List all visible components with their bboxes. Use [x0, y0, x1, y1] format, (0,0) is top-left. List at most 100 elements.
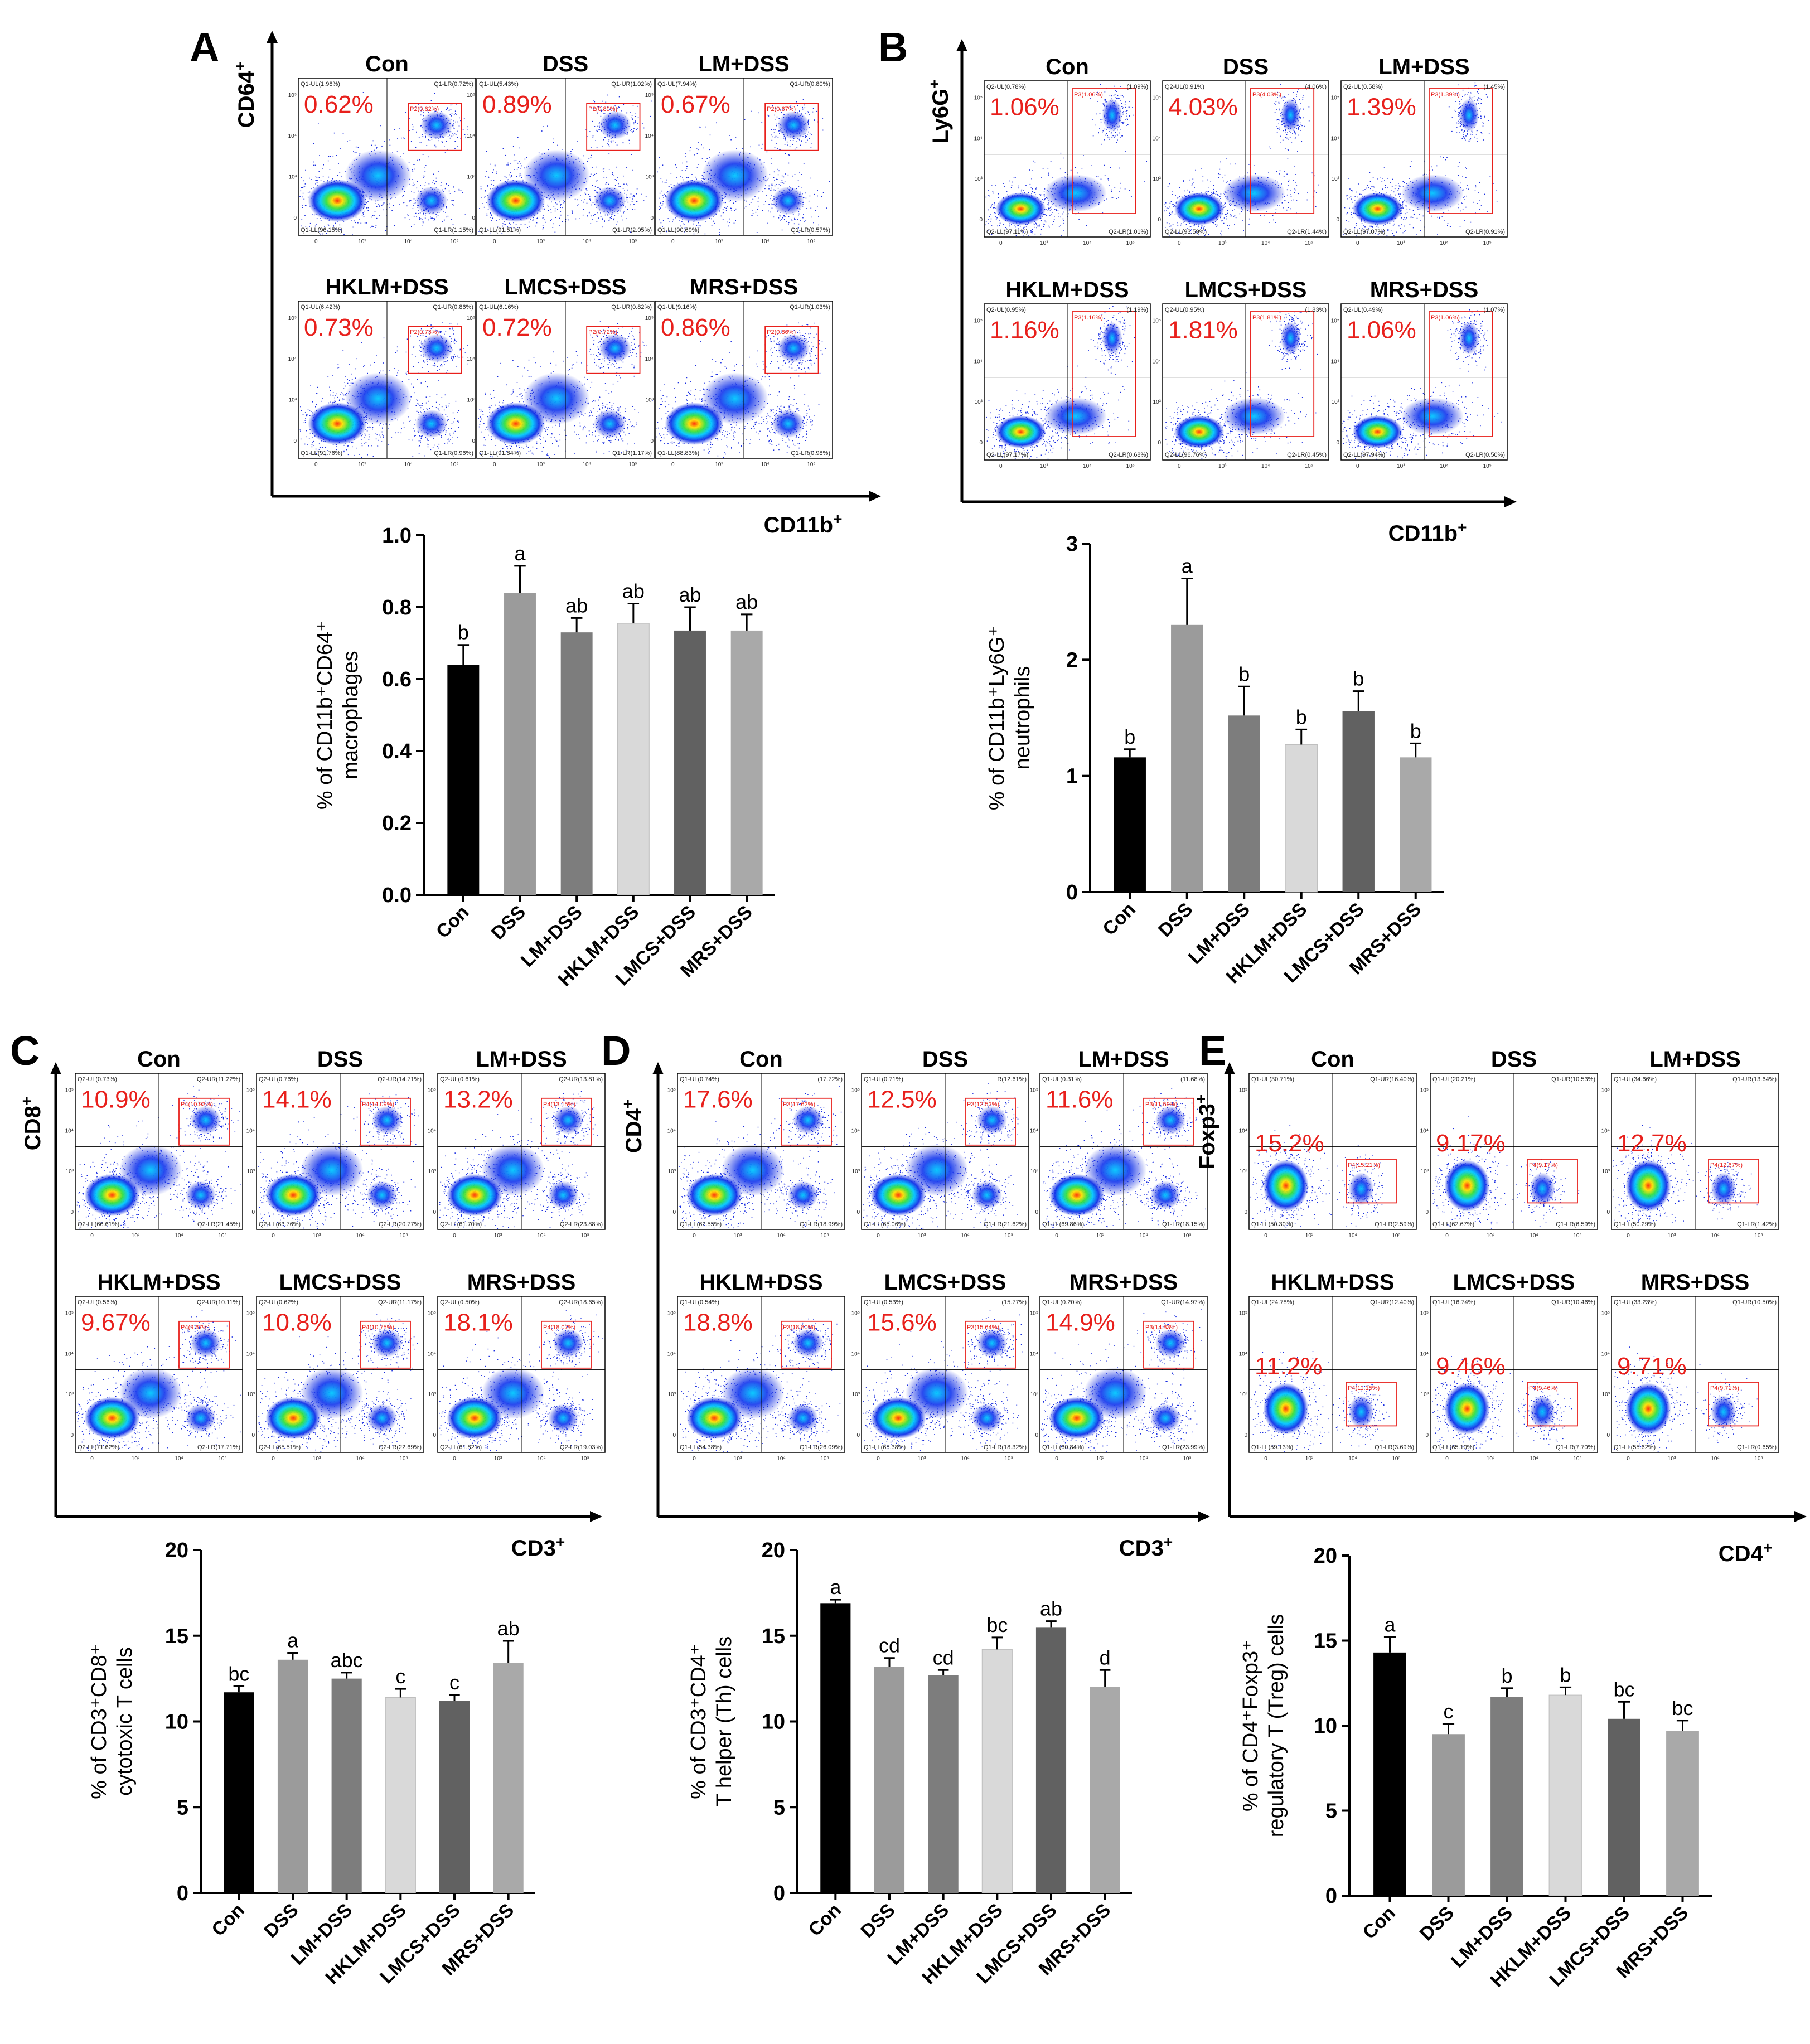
flow-event: [521, 175, 522, 176]
flow-event: [316, 180, 317, 181]
flow-event: [454, 148, 456, 149]
flow-event: [491, 184, 492, 185]
flow-event: [446, 109, 447, 110]
flow-event: [618, 186, 620, 187]
flow-event: [575, 219, 577, 220]
flow-event: [626, 167, 627, 168]
flow-event: [583, 215, 584, 216]
flow-event: [583, 209, 584, 210]
flow-event: [496, 220, 497, 221]
flow-event: [506, 177, 507, 178]
flow-event: [511, 175, 512, 176]
flow-event: [428, 139, 429, 141]
flow-event: [330, 169, 331, 170]
flow-event: [302, 197, 303, 198]
flow-event: [414, 164, 415, 165]
flow-event: [310, 223, 311, 224]
flow-event: [608, 144, 609, 146]
flow-event: [320, 218, 321, 219]
flow-event: [364, 211, 365, 212]
flow-event: [488, 209, 489, 210]
flow-event: [596, 167, 597, 168]
flow-y-arrow: [267, 31, 278, 43]
flow-event: [597, 113, 598, 114]
flow-event: [352, 234, 353, 235]
flow-event: [453, 125, 454, 127]
flow-event: [379, 205, 380, 206]
flow-event: [626, 183, 627, 185]
flow-event: [616, 180, 617, 181]
panel-a: ACD64+CD11b+P2(0.62%)Q1-UL(1.98%) Q1-LR(0…: [190, 24, 881, 537]
flow-event: [320, 234, 321, 235]
flow-event: [451, 109, 452, 110]
flow-event: [438, 141, 439, 142]
quadrant-ur-stat: Q1-UR(1.02%): [611, 81, 652, 88]
flow-event: [411, 226, 412, 227]
flow-event: [593, 202, 594, 204]
flow-event: [410, 200, 412, 201]
flow-event: [394, 225, 395, 226]
flow-event: [412, 179, 413, 180]
flow-event: [448, 216, 449, 217]
flow-event: [449, 191, 450, 192]
flow-event: [484, 197, 485, 198]
flow-event: [572, 211, 573, 212]
flow-event: [399, 204, 400, 205]
flow-plot-title: Con: [365, 52, 409, 76]
flow-event: [383, 204, 384, 205]
flow-event: [430, 140, 431, 141]
gate-label: P2(0.62%): [410, 106, 439, 113]
flow-event: [432, 182, 433, 183]
flow-event: [424, 176, 425, 177]
flow-event: [733, 202, 734, 204]
flow-event: [551, 219, 552, 220]
flow-event: [420, 219, 422, 220]
flow-event: [434, 93, 435, 94]
flow-event: [380, 125, 381, 127]
flow-event: [375, 203, 376, 204]
flow-event: [356, 152, 357, 153]
flow-event: [519, 148, 520, 149]
flow-event: [442, 141, 443, 142]
flow-event: [408, 215, 409, 216]
flow-event: [343, 133, 344, 134]
flow-event: [623, 212, 624, 214]
flow-event: [481, 188, 482, 190]
flow-event: [592, 167, 593, 168]
flow-event: [449, 110, 450, 111]
flow-event: [457, 131, 458, 132]
flow-event: [455, 122, 456, 123]
flow-event: [547, 125, 548, 127]
flow-event: [553, 224, 554, 225]
flow-event: [543, 229, 544, 230]
flow-event: [584, 193, 585, 194]
flow-event: [491, 214, 492, 215]
flow-event: [597, 212, 598, 214]
flow-event: [313, 187, 314, 188]
quadrant-lr-stat: Q1-LR(2.05%): [612, 227, 652, 234]
flow-event: [461, 190, 462, 191]
flow-event: [520, 168, 521, 169]
flow-event: [453, 205, 454, 206]
flow-event: [594, 101, 596, 103]
flow-event: [753, 213, 754, 214]
flow-event: [438, 171, 439, 172]
flow-event: [421, 142, 422, 143]
flow-event: [615, 185, 616, 186]
flow-event: [636, 129, 637, 130]
flow-event: [413, 129, 414, 130]
flow-event: [423, 214, 424, 215]
flow-event: [463, 129, 464, 130]
flow-xtick: 0: [314, 239, 318, 245]
flow-event: [606, 101, 607, 103]
flow-event: [609, 146, 610, 147]
flow-event: [490, 217, 491, 218]
flow-event: [425, 171, 426, 172]
flow-event: [301, 177, 302, 178]
flow-event: [646, 196, 647, 197]
flow-event: [605, 215, 606, 216]
flow-event: [577, 141, 578, 142]
flow-event: [413, 164, 414, 165]
flow-event: [530, 219, 531, 220]
flow-event: [504, 224, 505, 225]
